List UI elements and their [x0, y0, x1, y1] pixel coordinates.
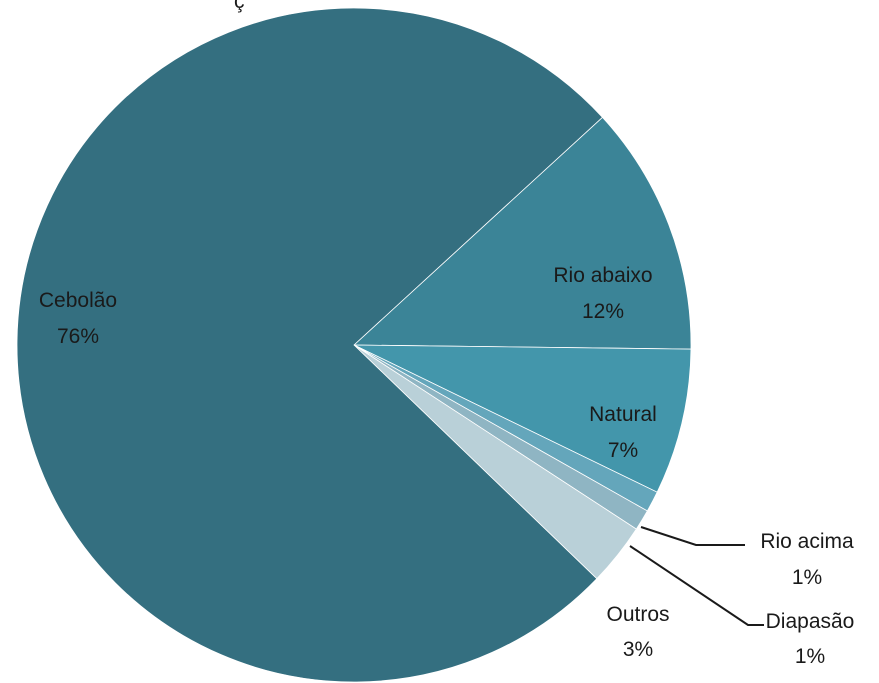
slice-label-rio-abaixo: Rio abaixo [553, 264, 652, 287]
pie-slice-rio-abaixo [352, 116, 692, 350]
slice-percent-natural: 7% [608, 439, 638, 462]
slice-label-cebolao: Cebolão [39, 289, 117, 312]
pie-slice-cebolao [16, 7, 604, 683]
slice-percent-rio-acima: 1% [792, 566, 822, 589]
slice-label-rio-acima: Rio acima [760, 530, 854, 553]
slice-labels: Rio abaixo 12% Natural 7% Rio acima 1% Diapasã… [39, 264, 854, 668]
leader-lines [629, 526, 764, 626]
slice-percent-outros: 3% [623, 638, 653, 661]
leader-line-diapasao [629, 545, 764, 626]
leader-line-rio-acima [640, 526, 745, 546]
header-fragment: ç [234, 0, 245, 13]
pie-slice-natural [353, 344, 692, 493]
slice-label-diapasao: Diapasão [766, 610, 855, 633]
slice-percent-diapasao: 1% [795, 645, 825, 668]
slice-percent-cebolao: 76% [57, 325, 99, 348]
slice-label-outros: Outros [606, 603, 669, 626]
slice-label-natural: Natural [589, 403, 657, 426]
pie-slices [16, 7, 692, 683]
slice-percent-rio-abaixo: 12% [582, 300, 624, 323]
